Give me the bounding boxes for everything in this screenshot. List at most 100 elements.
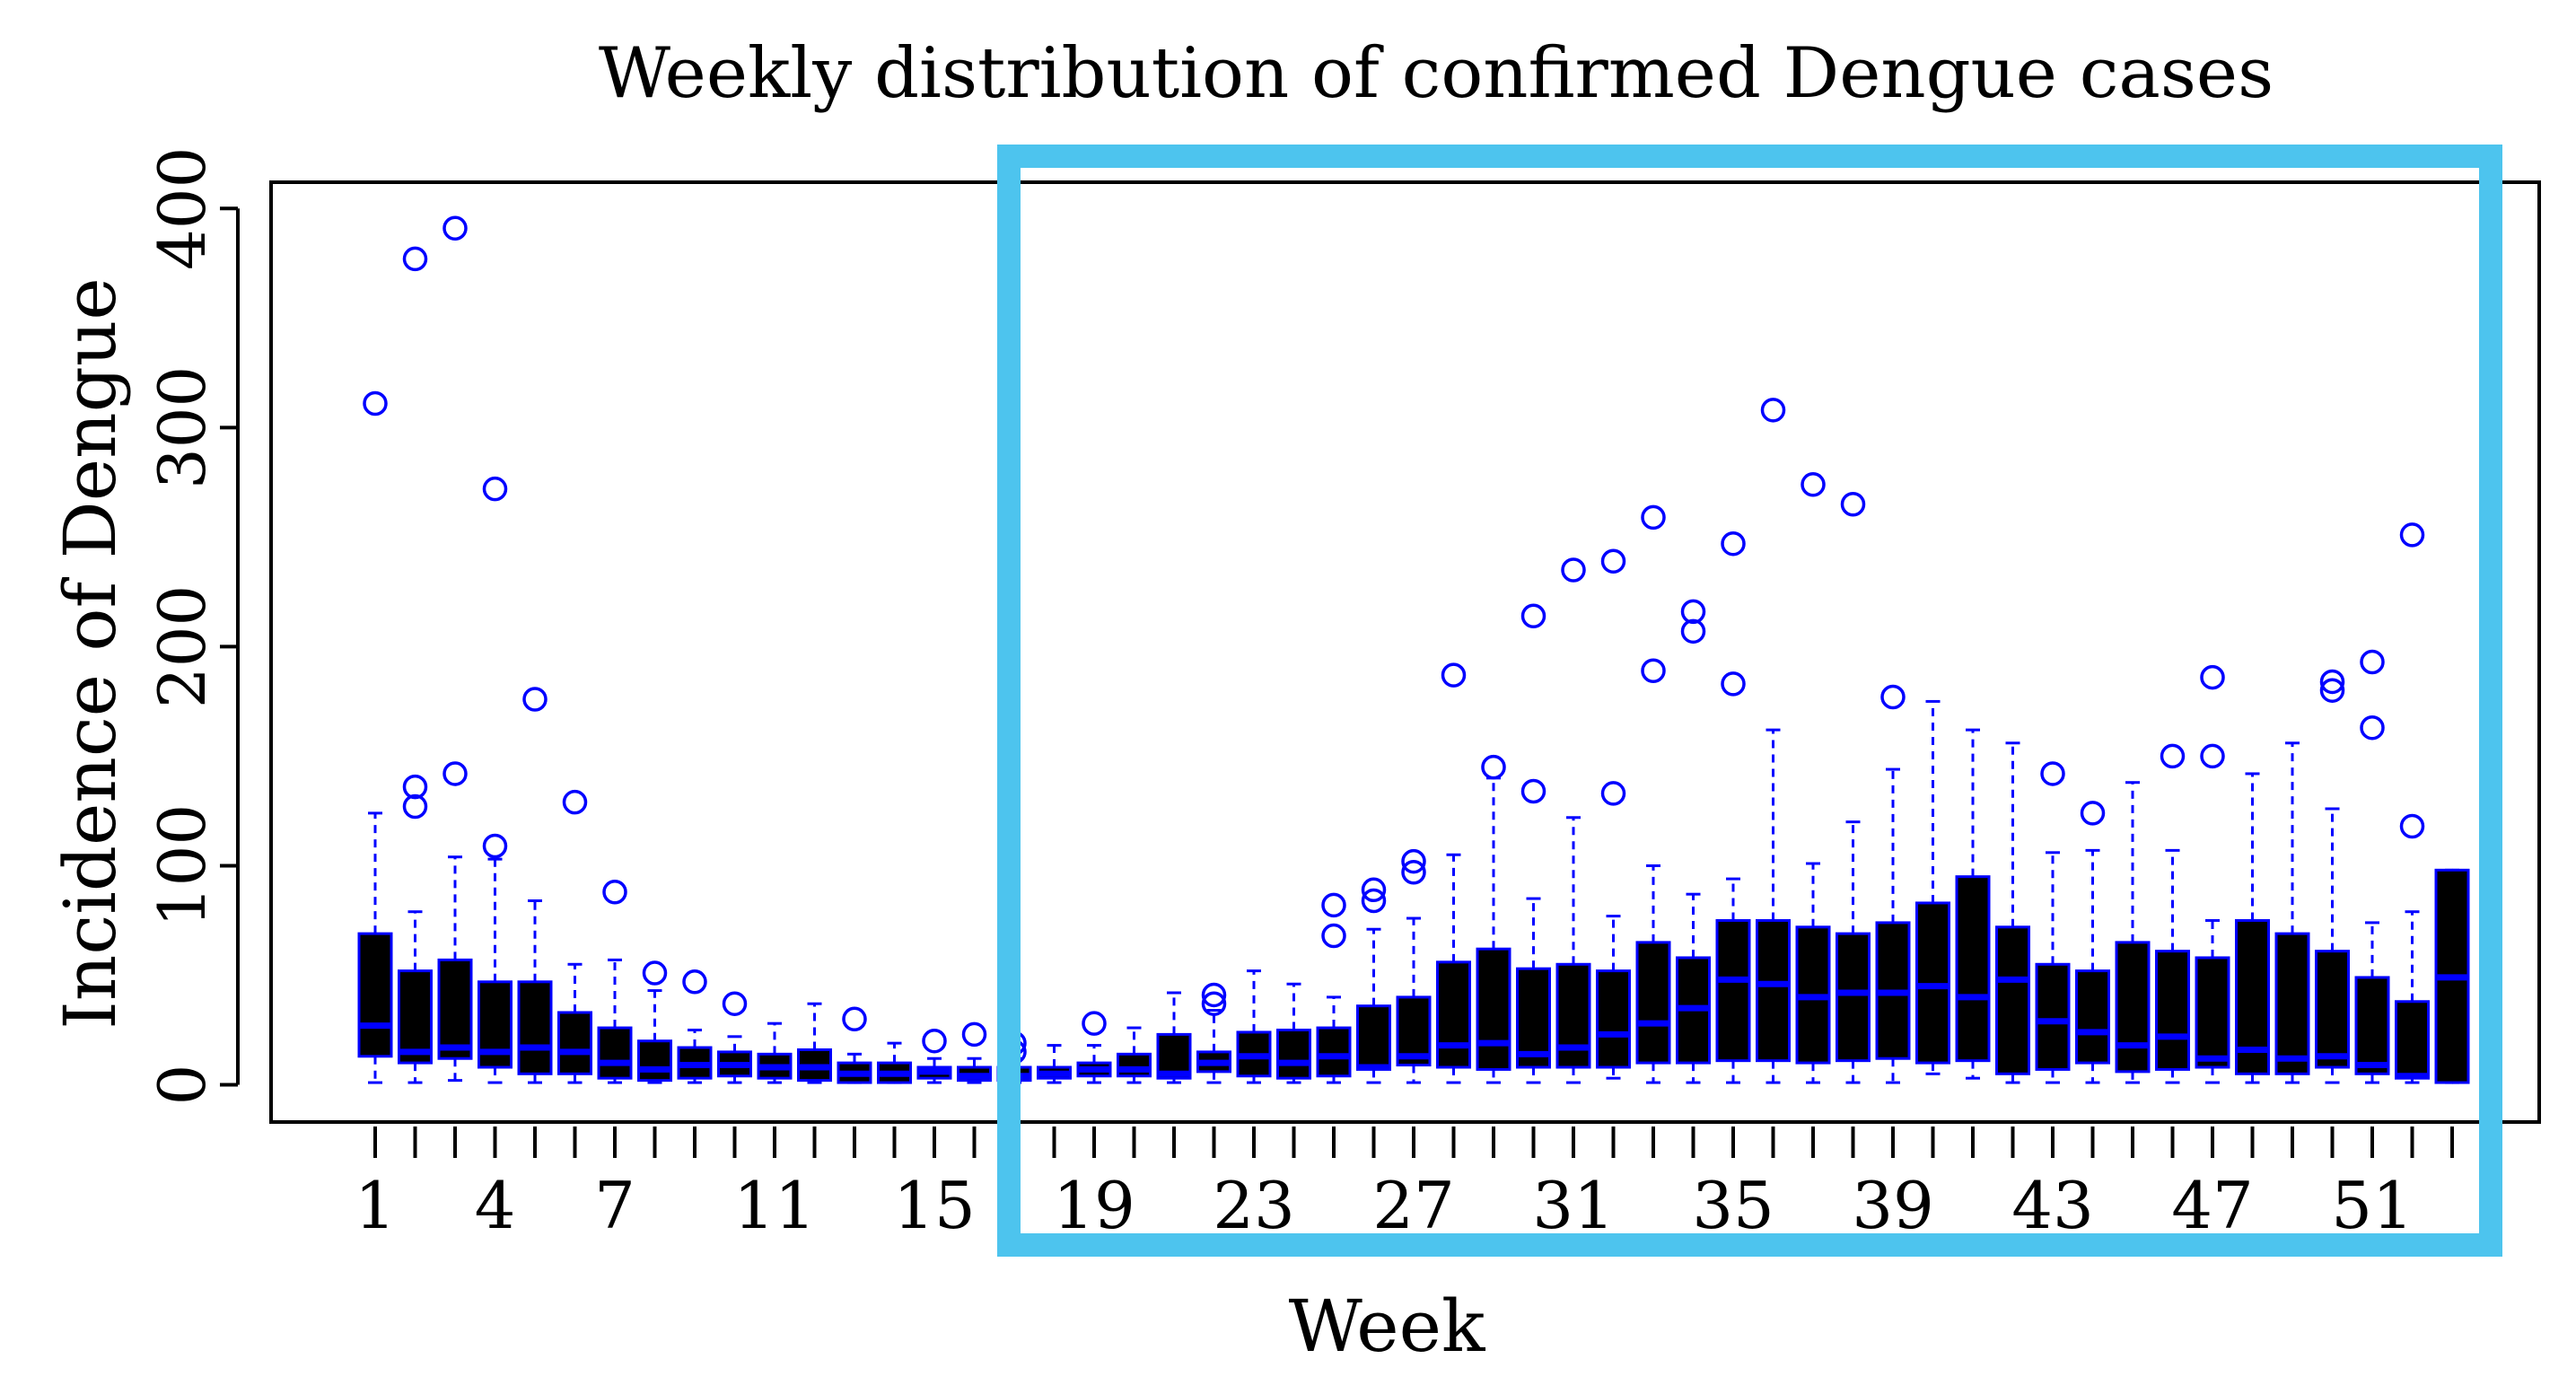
chart-title: Weekly distribution of confirmed Dengue … [599, 33, 2274, 114]
box-week-2 [398, 246, 433, 1084]
box-week-11 [757, 1021, 793, 1084]
outlier-point [1401, 848, 1426, 874]
outlier-point [2399, 522, 2425, 548]
outlier-point [2319, 678, 2345, 703]
x-tick-label: 47 [2171, 1168, 2254, 1243]
outlier-point [1760, 398, 1786, 423]
box-week-42 [1995, 741, 2030, 1084]
x-tick-label: 31 [1532, 1168, 1615, 1243]
outlier-point [1641, 504, 1666, 530]
outlier-point [1361, 888, 1387, 914]
outlier-point [1680, 618, 1706, 644]
box-week-4 [478, 476, 513, 1084]
box-iqr [437, 958, 473, 1060]
box-week-18 [1037, 1044, 1072, 1084]
box-week-24 [1276, 982, 1311, 1084]
outlier-point [1520, 778, 1546, 804]
box-week-14 [877, 1041, 912, 1084]
outlier-point [1520, 603, 1546, 628]
box-iqr [1915, 901, 1950, 1065]
outlier-point [2360, 715, 2385, 741]
box-iqr [597, 1026, 633, 1080]
box-series [357, 215, 2470, 1084]
box-week-44 [2075, 801, 2110, 1084]
x-axis-label: Week [1289, 1284, 1486, 1368]
box-iqr [357, 932, 393, 1058]
box-week-26 [1356, 877, 1391, 1084]
box-week-25 [1316, 892, 1352, 1084]
outlier-point [842, 1006, 867, 1032]
y-tick-label: 300 [145, 366, 220, 489]
x-tick-label: 23 [1213, 1168, 1295, 1243]
outlier-point [442, 215, 468, 241]
x-tick-label: 4 [475, 1168, 516, 1243]
box-iqr [2115, 941, 2151, 1074]
box-iqr [1836, 932, 1871, 1063]
outlier-point [1641, 658, 1666, 683]
box-week-8 [637, 960, 672, 1084]
box-week-30 [1516, 603, 1551, 1084]
box-iqr [1276, 1028, 1311, 1080]
outlier-point [2200, 664, 2225, 690]
outlier-point [1082, 1011, 1107, 1036]
box-iqr [1995, 925, 2030, 1075]
outlier-point [682, 969, 707, 995]
box-week-20 [1117, 1026, 1152, 1084]
box-iqr [2155, 950, 2190, 1071]
box-week-36 [1756, 398, 1791, 1084]
outlier-point [562, 789, 588, 815]
box-week-15 [916, 1028, 952, 1084]
outlier-point [363, 390, 388, 416]
outlier-point [482, 476, 508, 502]
box-week-21 [1156, 991, 1192, 1084]
outlier-point [402, 793, 428, 820]
box-week-13 [837, 1006, 872, 1084]
outlier-point [442, 761, 468, 786]
outlier-point [1441, 662, 1467, 688]
box-week-38 [1836, 492, 1871, 1084]
outlier-point [522, 687, 548, 712]
box-week-41 [1955, 728, 1991, 1080]
y-tick-label: 0 [145, 1065, 220, 1106]
box-iqr [517, 980, 553, 1075]
box-week-31 [1555, 557, 1591, 1084]
box-week-33 [1635, 504, 1671, 1084]
box-week-22 [1196, 982, 1231, 1084]
box-week-5 [517, 687, 553, 1084]
y-axis-label: Incidence of Dengue [48, 277, 132, 1029]
box-week-37 [1795, 472, 1831, 1084]
outlier-point [1321, 923, 1346, 949]
outlier-point [1481, 754, 1506, 780]
box-week-43 [2035, 761, 2071, 1084]
box-week-34 [1676, 599, 1711, 1084]
outlier-point [922, 1028, 947, 1054]
highlight-rectangle [997, 145, 2502, 1257]
y-tick-label: 100 [145, 804, 220, 927]
outlier-point [2200, 743, 2225, 769]
box-week-29 [1476, 754, 1511, 1084]
box-iqr [1117, 1052, 1152, 1078]
outlier-point [1561, 557, 1586, 583]
x-tick-label: 35 [1692, 1168, 1774, 1243]
box-week-40 [1915, 699, 1950, 1075]
box-iqr [1715, 918, 1751, 1063]
outlier-point [2319, 669, 2345, 695]
box-iqr [557, 1011, 592, 1075]
box-week-45 [2115, 781, 2151, 1084]
outlier-point [1801, 472, 1826, 497]
box-iqr [2315, 950, 2350, 1069]
box-iqr [1635, 941, 1671, 1065]
outlier-point [1721, 671, 1746, 697]
plot-area-frame [269, 180, 2541, 1124]
outlier-point [1680, 599, 1706, 625]
box-iqr [2274, 932, 2310, 1075]
outlier-point [1361, 877, 1387, 903]
box-week-7 [597, 879, 633, 1084]
x-tick-label: 1 [355, 1168, 396, 1243]
box-week-3 [437, 215, 473, 1083]
outlier-point [2040, 761, 2065, 786]
box-week-35 [1715, 530, 1751, 1084]
